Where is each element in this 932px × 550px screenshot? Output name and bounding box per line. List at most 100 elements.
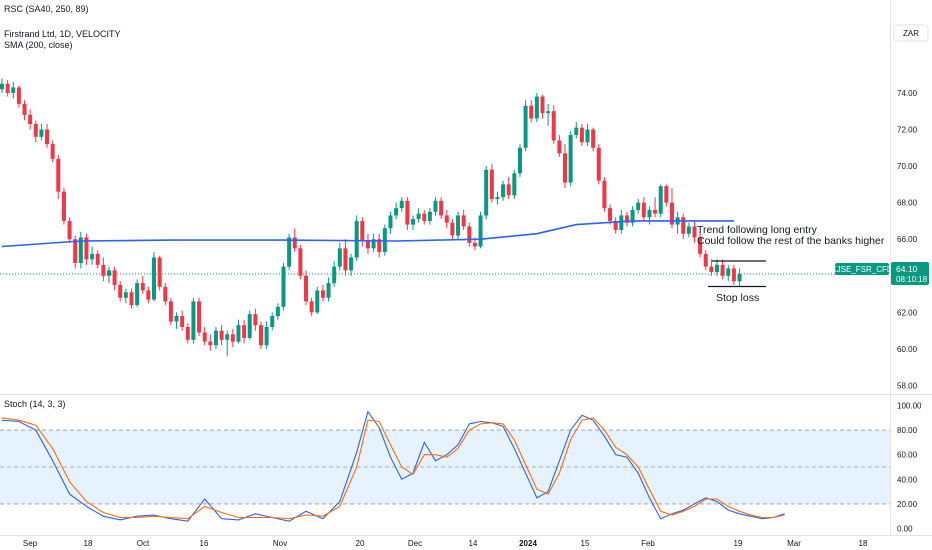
candle-body <box>405 200 410 225</box>
stoch-guides <box>0 429 890 505</box>
candle-body <box>630 209 635 223</box>
candle-body <box>16 87 21 104</box>
sma-label: SMA (200, close) <box>4 40 73 50</box>
candle-body <box>230 334 235 342</box>
candle-body <box>529 105 534 119</box>
date-tick: Sep <box>23 539 38 548</box>
candle-body <box>28 114 33 125</box>
candle-body <box>191 301 196 340</box>
candle-body <box>365 241 370 249</box>
stoch-k-line <box>1 410 785 522</box>
candle-body <box>574 127 579 135</box>
sma-line <box>1 220 734 248</box>
date-tick: Oct <box>137 539 150 548</box>
candle-body <box>349 257 354 271</box>
candle-body <box>461 215 466 227</box>
price-tick: 62.00 <box>897 308 918 317</box>
candle-body <box>489 169 494 199</box>
candle-body <box>337 248 342 267</box>
candle-body <box>275 306 280 317</box>
candles <box>0 78 742 357</box>
candle-body <box>225 334 230 340</box>
candle-body <box>236 325 241 342</box>
candle-body <box>551 111 556 141</box>
candle-body <box>258 325 263 346</box>
date-tick: 14 <box>469 539 478 548</box>
candle-body <box>731 268 736 282</box>
stoch-tick: 40.00 <box>897 475 918 484</box>
candle-body <box>213 330 218 346</box>
candle-body <box>304 275 309 302</box>
stoch-tick: 20.00 <box>897 500 918 509</box>
candle-body <box>737 273 742 282</box>
candle-body <box>208 341 213 346</box>
date-tick: Feb <box>641 539 655 548</box>
candle-body <box>123 292 128 298</box>
symbol-tag-label: XJSE_FSR_CFD <box>831 265 893 274</box>
candle-body <box>467 226 472 243</box>
candle-body <box>427 211 432 221</box>
candle-body <box>247 314 252 338</box>
stoch-tick: 0.00 <box>897 525 913 534</box>
candle-body <box>647 209 652 218</box>
candle-body <box>332 266 337 284</box>
price-tick: 58.00 <box>897 382 918 391</box>
candle-body <box>715 264 720 273</box>
candle-body <box>608 208 613 221</box>
candle-body <box>410 219 415 225</box>
candle-body <box>546 111 551 114</box>
candle-body <box>22 103 27 115</box>
candle-body <box>253 314 258 326</box>
price-tick: 72.00 <box>897 125 918 134</box>
candle-body <box>354 220 359 258</box>
candle-body <box>416 213 421 220</box>
candle-body <box>84 237 89 260</box>
candle-body <box>343 248 348 271</box>
candle-body <box>563 153 567 183</box>
currency-label: ZAR <box>903 29 919 38</box>
time-axis: Sep 18 Oct 16 Nov 20 Dec 14 2024 15 Feb 19 Mar 18 <box>23 539 868 548</box>
candle-body <box>163 286 168 302</box>
candle-body <box>602 180 607 209</box>
date-tick: 20 <box>356 539 365 548</box>
candle-body <box>39 129 44 137</box>
candle-body <box>613 220 618 231</box>
price-tick: 60.00 <box>897 345 918 354</box>
candle-body <box>67 220 72 240</box>
date-tick: 19 <box>734 539 743 548</box>
candle-body <box>371 239 376 249</box>
candle-body <box>720 264 725 276</box>
candle-body <box>681 217 686 234</box>
candle-body <box>422 213 427 221</box>
date-tick: Nov <box>273 539 287 548</box>
stoch-tick: 60.00 <box>897 451 918 460</box>
candle-body <box>658 186 663 214</box>
candle-body <box>292 237 297 249</box>
candle-body <box>242 325 247 338</box>
stoch-axis: 100.00 80.00 60.00 40.00 20.00 0.00 <box>897 401 922 533</box>
price-tag-countdown: 08:10:18 <box>896 275 928 284</box>
candle-body <box>73 239 78 263</box>
candle-body <box>180 316 185 327</box>
entry-text-1: Trend following long entry <box>697 224 818 236</box>
symbol-label: Firstrand Ltd, 1D, VELOCITY <box>4 29 121 39</box>
candle-body <box>450 222 455 236</box>
candle-body <box>320 290 325 298</box>
candle-body <box>101 264 106 276</box>
date-tick: 16 <box>200 539 209 548</box>
price-tag <box>891 262 929 285</box>
candle-body <box>157 257 162 287</box>
candle-body <box>95 253 100 265</box>
price-axis: 74.0072.0070.0068.0066.0064.0062.0060.00… <box>897 89 918 391</box>
candle-body <box>641 202 646 218</box>
date-tick: 18 <box>84 539 93 548</box>
candle-body <box>45 129 50 145</box>
candle-body <box>270 316 275 327</box>
currency-button[interactable] <box>893 24 929 42</box>
candle-body <box>298 248 303 276</box>
candle-body <box>360 220 365 242</box>
candle-body <box>50 144 55 159</box>
candle-body <box>202 332 207 342</box>
price-tag-value: 64.10 <box>896 264 918 274</box>
